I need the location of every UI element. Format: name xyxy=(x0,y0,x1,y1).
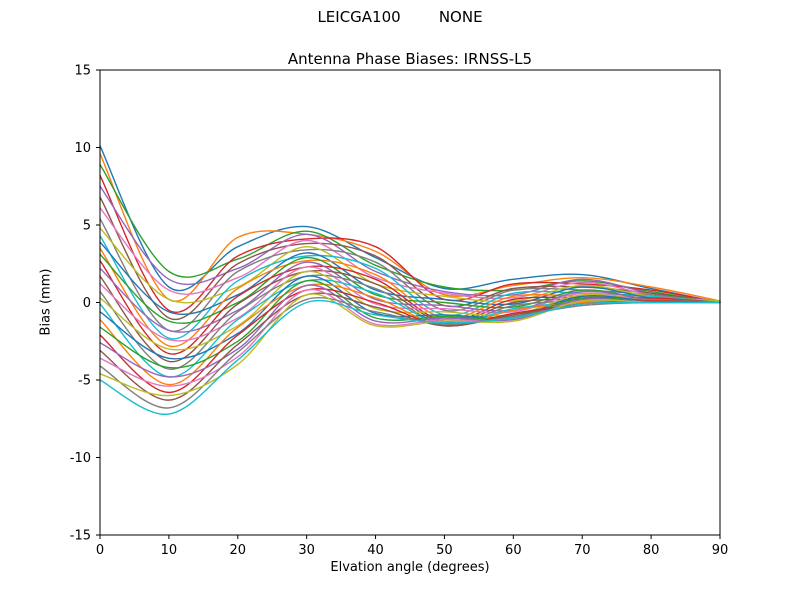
x-tick-label: 60 xyxy=(505,543,522,558)
x-tick-label: 30 xyxy=(298,543,315,558)
plot-line-7 xyxy=(99,207,721,304)
x-tick-label: 70 xyxy=(574,543,591,558)
y-tick-label: -15 xyxy=(70,529,91,544)
plot-line-28 xyxy=(99,297,721,409)
plot-line-8 xyxy=(99,218,721,333)
figure-suptitle: LEICGA100 NONE xyxy=(317,8,483,26)
axes-title: Antenna Phase Biases: IRNSS-L5 xyxy=(287,50,533,68)
x-tick-label: 80 xyxy=(643,543,660,558)
plot-line-26 xyxy=(99,292,721,401)
y-tick-label: 10 xyxy=(74,141,91,156)
y-tick-label: -5 xyxy=(78,374,91,389)
x-tick-label: 10 xyxy=(161,543,178,558)
x-tick-label: 0 xyxy=(96,543,104,558)
plot-line-30 xyxy=(99,299,721,415)
plot-line-1 xyxy=(99,145,721,304)
x-tick-label: 90 xyxy=(712,543,729,558)
plot-line-5 xyxy=(99,185,721,302)
x-tick-label: 20 xyxy=(230,543,247,558)
plot-line-9 xyxy=(99,227,721,304)
plot-line-2 xyxy=(99,153,721,303)
y-tick-label: 0 xyxy=(83,296,91,311)
plot-line-22 xyxy=(99,283,721,386)
y-tick-label: 5 xyxy=(83,219,91,234)
plot-line-23 xyxy=(99,280,721,369)
plot-line-25 xyxy=(99,284,721,378)
plot-line-29 xyxy=(99,293,721,397)
x-tick-label: 50 xyxy=(436,543,453,558)
x-axis-label: Elvation angle (degrees) xyxy=(330,560,490,575)
plot-line-19 xyxy=(99,270,721,351)
x-tick-label: 40 xyxy=(367,543,384,558)
plot-line-13 xyxy=(99,253,721,324)
y-tick-label: -10 xyxy=(70,451,91,466)
y-tick-label: 15 xyxy=(74,64,91,79)
